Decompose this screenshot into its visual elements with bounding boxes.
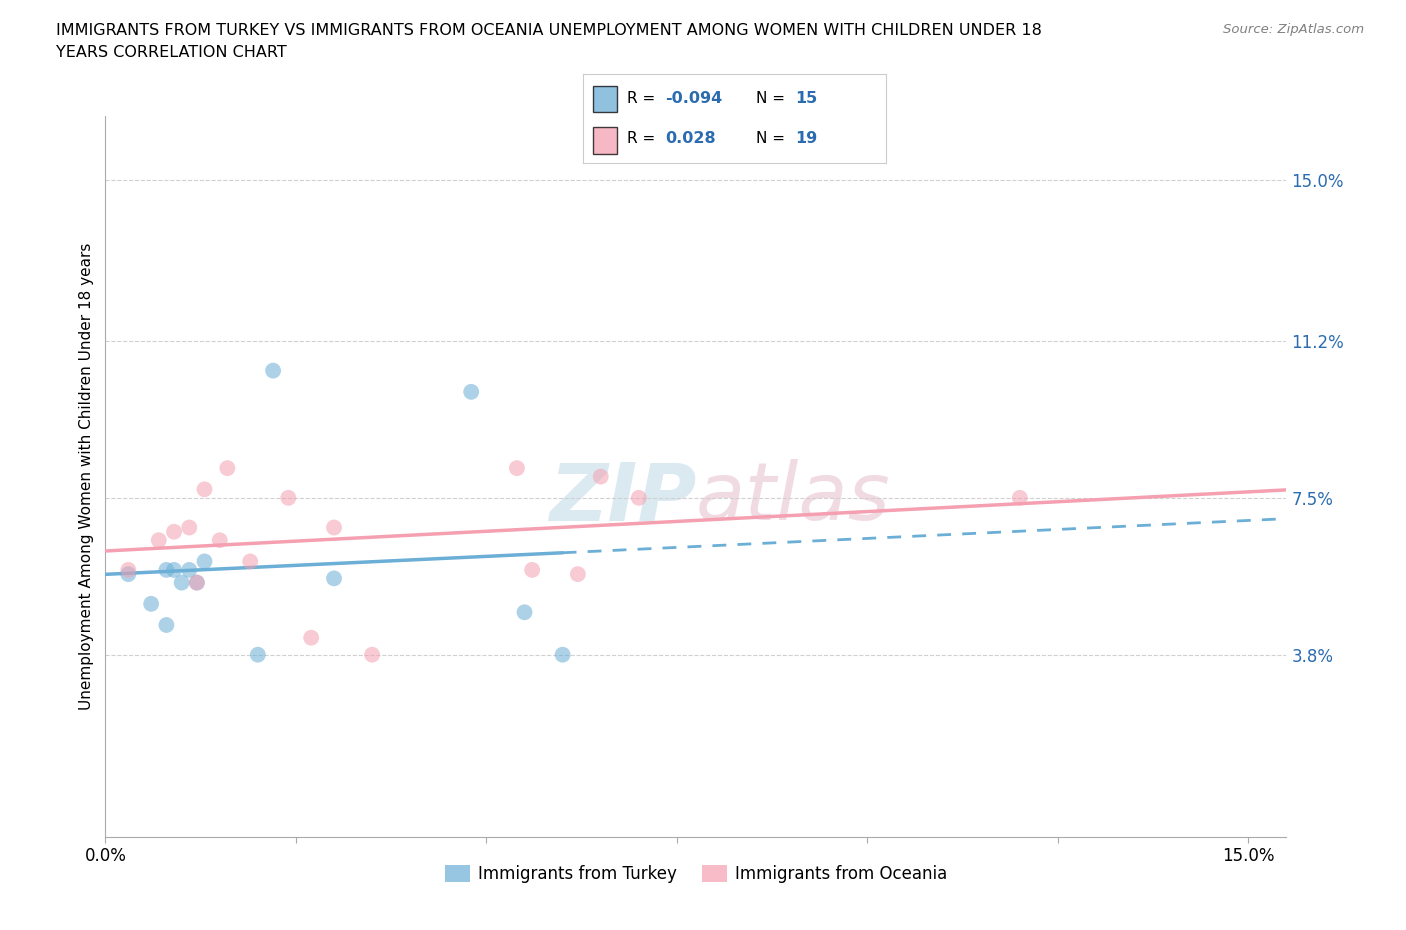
Point [246,647,269,662]
Point [520,563,543,578]
Point [1008,490,1031,505]
Text: R =: R = [627,91,661,106]
Text: Source: ZipAtlas.com: Source: ZipAtlas.com [1223,23,1364,36]
Text: 15: 15 [796,91,817,106]
Text: IMMIGRANTS FROM TURKEY VS IMMIGRANTS FROM OCEANIA UNEMPLOYMENT AMONG WOMEN WITH : IMMIGRANTS FROM TURKEY VS IMMIGRANTS FRO… [56,23,1042,38]
Point [551,647,574,662]
Point [117,563,139,578]
Point [217,460,239,475]
FancyBboxPatch shape [592,86,617,113]
Point [277,490,299,505]
Point [193,482,215,497]
Point [262,364,284,379]
Point [361,647,384,662]
Text: -0.094: -0.094 [665,91,723,106]
Point [323,571,346,586]
Point [163,525,186,539]
Text: N =: N = [756,91,790,106]
Point [155,563,177,578]
Point [141,596,163,611]
Point [179,563,201,578]
Point [323,520,346,535]
Point [627,490,650,505]
Point [567,566,589,581]
Text: N =: N = [756,131,790,146]
Text: R =: R = [627,131,661,146]
Text: atlas: atlas [696,459,891,538]
Point [506,460,529,475]
Point [148,533,170,548]
Point [460,384,482,399]
Text: YEARS CORRELATION CHART: YEARS CORRELATION CHART [56,45,287,60]
Point [117,566,139,581]
Point [193,554,215,569]
Point [208,533,231,548]
Point [513,604,536,619]
Point [186,575,208,590]
Point [186,575,208,590]
Point [170,575,193,590]
Legend: Immigrants from Turkey, Immigrants from Oceania: Immigrants from Turkey, Immigrants from … [437,858,955,890]
Point [155,618,177,632]
Y-axis label: Unemployment Among Women with Children Under 18 years: Unemployment Among Women with Children U… [79,243,94,711]
Point [179,520,201,535]
Point [589,470,612,485]
Text: 19: 19 [796,131,817,146]
FancyBboxPatch shape [592,127,617,154]
Point [299,631,322,645]
Text: ZIP: ZIP [548,459,696,538]
Point [239,554,262,569]
Point [163,563,186,578]
Text: 0.028: 0.028 [665,131,716,146]
